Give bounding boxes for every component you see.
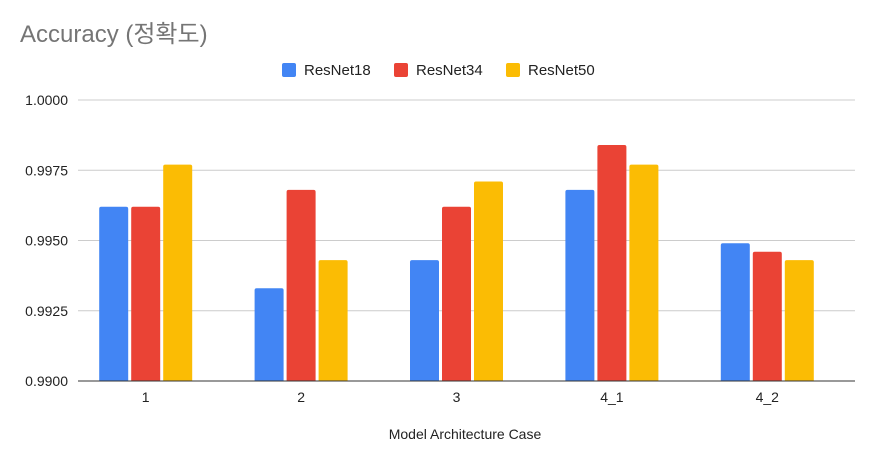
bar-resnet50-2 [318,260,348,381]
bar-resnet18-4_1 [565,189,595,381]
y-axis-ticks: 0.9900 0.9925 0.9950 0.9975 1.0000 [25,92,68,389]
legend-swatch [506,63,520,77]
legend-swatch [394,63,408,77]
x-tick-label: 4_1 [600,389,624,405]
bar-resnet50-3 [474,181,503,381]
y-tick-label: 0.9925 [25,303,68,319]
legend: ResNet18 ResNet34 ResNet50 [282,62,595,79]
bar-resnet18-2 [254,288,284,381]
x-tick-label: 4_2 [756,389,780,405]
bar-resnet34-1 [131,206,161,381]
bar-resnet50-4_2 [784,260,814,381]
bars [99,144,814,381]
bar-resnet18-3 [410,260,439,381]
legend-item-resnet34[interactable]: ResNet34 [394,62,483,79]
y-tick-label: 0.9900 [25,373,68,389]
legend-label: ResNet18 [304,62,371,79]
legend-label: ResNet34 [416,62,483,79]
bar-resnet18-1 [99,206,129,381]
bar-resnet34-3 [442,206,471,381]
x-axis-ticks: 1 2 3 4_1 4_2 [142,389,779,405]
legend-label: ResNet50 [528,62,595,79]
legend-item-resnet18[interactable]: ResNet18 [282,62,371,79]
bar-resnet34-4_2 [752,251,782,381]
bar-resnet34-4_1 [597,144,627,381]
y-tick-label: 0.9975 [25,162,68,178]
bar-resnet50-1 [163,164,193,381]
legend-swatch [282,63,296,77]
bar-resnet18-4_2 [720,243,750,381]
x-tick-label: 1 [142,389,150,405]
bar-resnet50-4_1 [629,164,659,381]
chart-title: Accuracy (정확도) [20,21,208,48]
x-tick-label: 3 [453,389,461,405]
y-tick-label: 0.9950 [25,233,68,249]
legend-item-resnet50[interactable]: ResNet50 [506,62,595,79]
y-tick-label: 1.0000 [25,92,68,108]
x-tick-label: 2 [297,389,305,405]
x-axis-label: Model Architecture Case [389,426,542,442]
bar-resnet34-2 [286,189,316,381]
